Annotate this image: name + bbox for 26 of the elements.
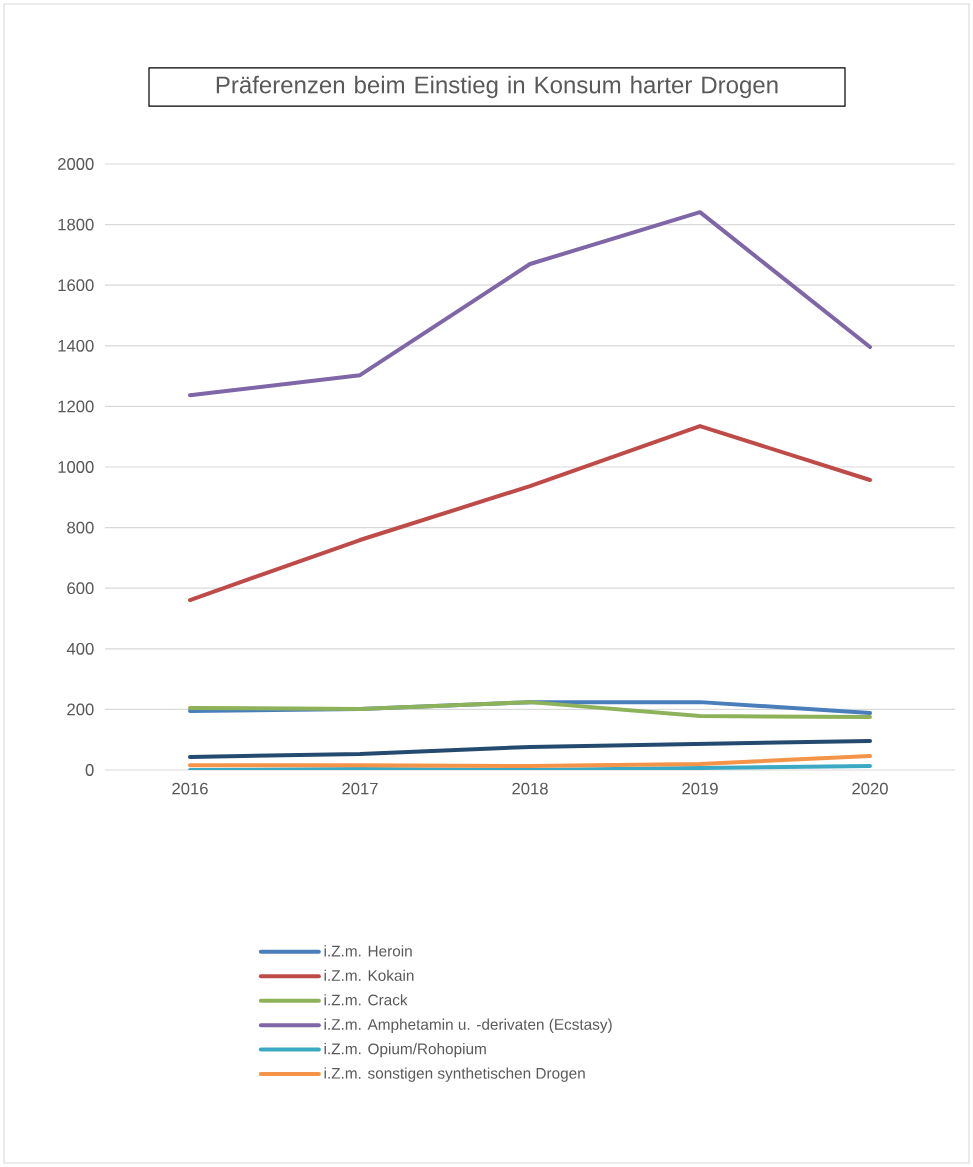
line-series <box>188 424 872 603</box>
legend-label: i.Z.m. Heroin <box>324 945 412 957</box>
legend-label: i.Z.m. sonstigen synthetischen Drogen <box>324 1067 585 1082</box>
y-tick-label: 800 <box>67 521 94 534</box>
legend-label: i.Z.m. Opium/Rohopium <box>324 1043 486 1058</box>
y-tick-label: 600 <box>67 582 94 595</box>
x-tick-label: 2017 <box>342 782 378 795</box>
x-tick-label: 2016 <box>172 782 208 795</box>
legend-label: i.Z.m. Kokain <box>324 969 414 981</box>
x-tick-label: 2018 <box>512 782 548 795</box>
y-tick-label: 1800 <box>58 218 94 231</box>
y-tick-label: 200 <box>67 703 94 716</box>
y-tick-label: 1000 <box>58 461 94 473</box>
y-tick-label: 0 <box>85 764 94 776</box>
y-tick-label: 1200 <box>58 400 94 413</box>
y-tick-label: 2000 <box>58 158 94 170</box>
chart-title: Präferenzen beim Einstieg in Konsum harter Drogen <box>216 75 778 99</box>
y-tick-label: 1400 <box>58 339 94 352</box>
y-tick-label: 1600 <box>58 279 94 292</box>
legend-label: i.Z.m. Amphetamin u. -derivaten (Ecstasy) <box>324 1018 612 1033</box>
x-tick-label: 2020 <box>852 782 888 795</box>
line-series <box>188 754 872 769</box>
x-tick-label: 2019 <box>682 782 718 795</box>
y-tick-label: 400 <box>66 642 94 655</box>
legend-label: i.Z.m. Crack <box>324 994 408 1006</box>
line-series <box>188 210 872 398</box>
